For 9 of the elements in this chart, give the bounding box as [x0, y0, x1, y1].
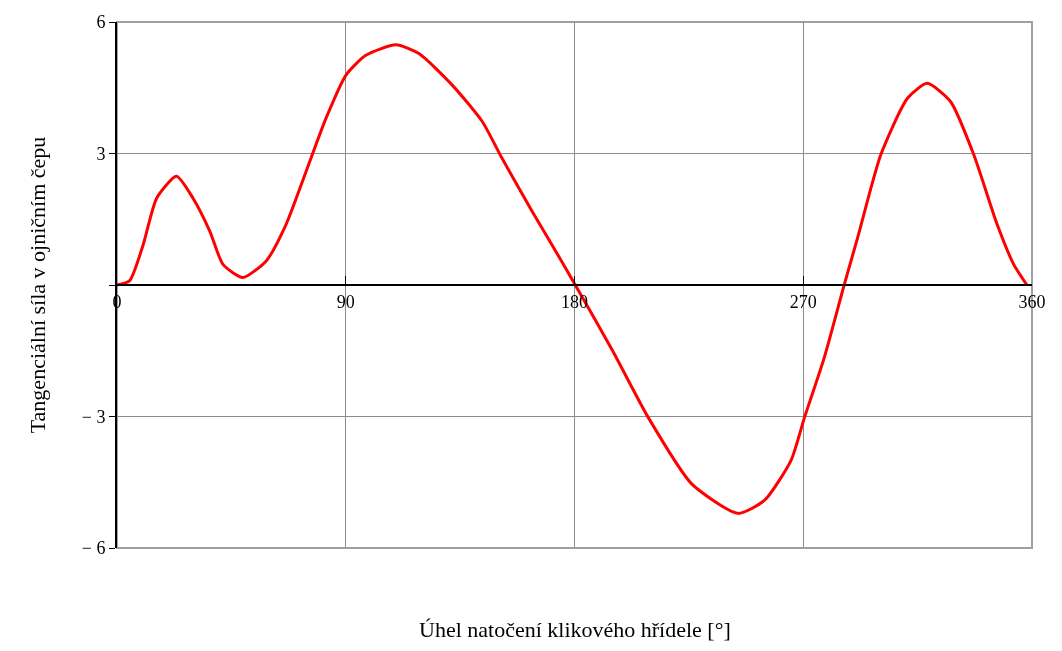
x-axis-title: Úhel natočení klikového hřídele [°]	[419, 617, 731, 642]
y-tick-label: 3	[96, 143, 106, 164]
x-tick-label: 270	[789, 291, 817, 312]
y-axis-title: Tangenciální síla v ojničním čepu	[25, 136, 51, 434]
x-tick-label: 360	[1018, 291, 1046, 312]
y-tick-label: 6	[96, 12, 106, 33]
y-tick-label: − 3	[81, 406, 106, 427]
y-tick-label: − 6	[81, 538, 106, 559]
x-tick-label: 90	[336, 291, 355, 312]
